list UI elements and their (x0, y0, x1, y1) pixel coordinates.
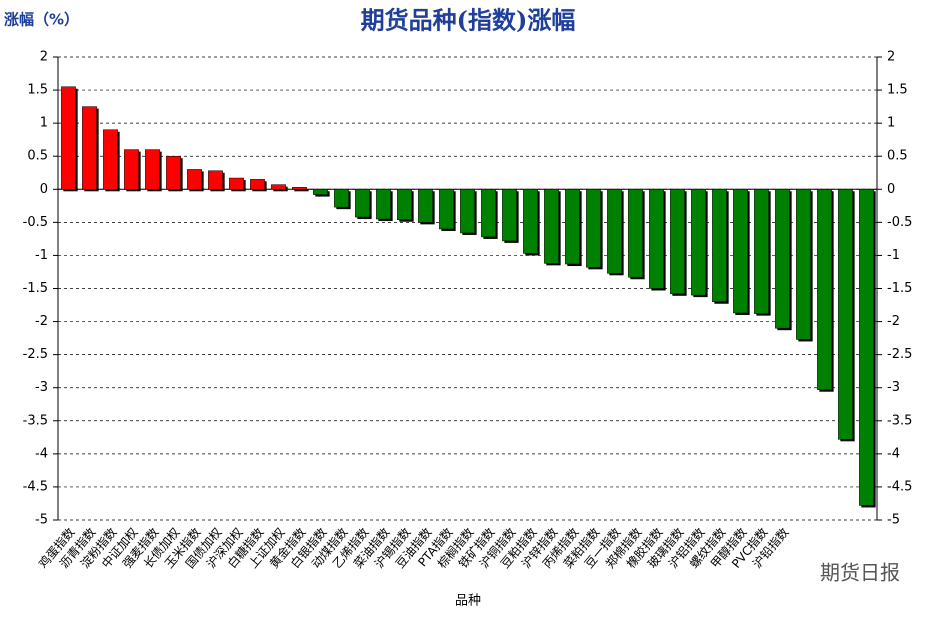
y-tick-label: 0.5 (27, 149, 48, 164)
y2-tick-label: 1 (887, 116, 895, 131)
y2-tick-label: -4.5 (887, 479, 912, 494)
bar (397, 189, 412, 220)
y2-tick-label: -0.5 (887, 215, 912, 230)
y2-tick-label: 1.5 (887, 83, 908, 98)
bar (124, 149, 139, 190)
y-tick-label: -3 (35, 380, 48, 395)
watermark: 期货日报 (820, 561, 900, 585)
y2-tick-label: -3 (887, 380, 900, 395)
bar (712, 189, 727, 302)
y2-tick-label: -4 (887, 446, 900, 461)
y2-tick-label: -2.5 (887, 347, 912, 362)
bar (208, 170, 223, 190)
bar (796, 189, 811, 340)
bar (271, 184, 286, 190)
bar (187, 169, 202, 190)
bar (649, 189, 664, 289)
y-tick-label: -1.5 (23, 281, 48, 296)
y2-tick-label: 0.5 (887, 149, 908, 164)
bar (439, 189, 454, 230)
y2-tick-label: 0 (887, 182, 895, 197)
bar (355, 189, 370, 218)
bar (82, 106, 97, 190)
bar (250, 179, 265, 190)
bar (733, 189, 748, 314)
y2-tick-label: -1 (887, 248, 900, 263)
y-tick-label: -4.5 (23, 479, 48, 494)
y-tick-label: -2.5 (23, 347, 48, 362)
bar (670, 189, 685, 295)
bar (502, 189, 517, 242)
y-tick-label: -1 (35, 248, 48, 263)
bar (628, 189, 643, 278)
bar (229, 177, 244, 190)
y-tick-label: 0 (40, 182, 48, 197)
bar (586, 189, 601, 268)
bar-shadow (294, 189, 309, 192)
bar (691, 189, 706, 296)
y-tick-label: -4 (35, 446, 48, 461)
y2-tick-label: -3.5 (887, 413, 912, 428)
bar (607, 189, 622, 274)
bar (166, 155, 181, 190)
y-tick-label: -2 (35, 314, 48, 329)
bar (145, 149, 160, 190)
bar (61, 86, 76, 190)
y2-tick-label: -2 (887, 314, 900, 329)
y2-tick-label: -5 (887, 513, 900, 528)
bar (376, 189, 391, 220)
bar (754, 189, 769, 314)
y-tick-label: 2 (40, 50, 48, 65)
bar (838, 189, 853, 440)
bar (460, 189, 475, 234)
bar (544, 189, 559, 264)
bar (334, 189, 349, 208)
bar (523, 189, 538, 254)
y-tick-label: -3.5 (23, 413, 48, 428)
x-axis-label: 品种 (455, 594, 481, 609)
y-tick-label: -5 (35, 513, 48, 528)
bar (103, 129, 118, 190)
bar (418, 189, 433, 223)
bar (565, 189, 580, 265)
bar (817, 189, 832, 390)
bar (775, 189, 790, 329)
y-tick-label: 1 (40, 116, 48, 131)
bar (292, 187, 307, 190)
bar (859, 189, 874, 506)
y-tick-label: -0.5 (23, 215, 48, 230)
y-tick-label: 1.5 (27, 83, 48, 98)
y2-tick-label: 2 (887, 50, 895, 65)
chart-title: 期货品种(指数)涨幅 (361, 6, 576, 35)
y-axis-label: 涨幅（%） (4, 11, 79, 29)
y2-tick-label: -1.5 (887, 281, 912, 296)
bar (481, 189, 496, 238)
bar (313, 189, 328, 195)
